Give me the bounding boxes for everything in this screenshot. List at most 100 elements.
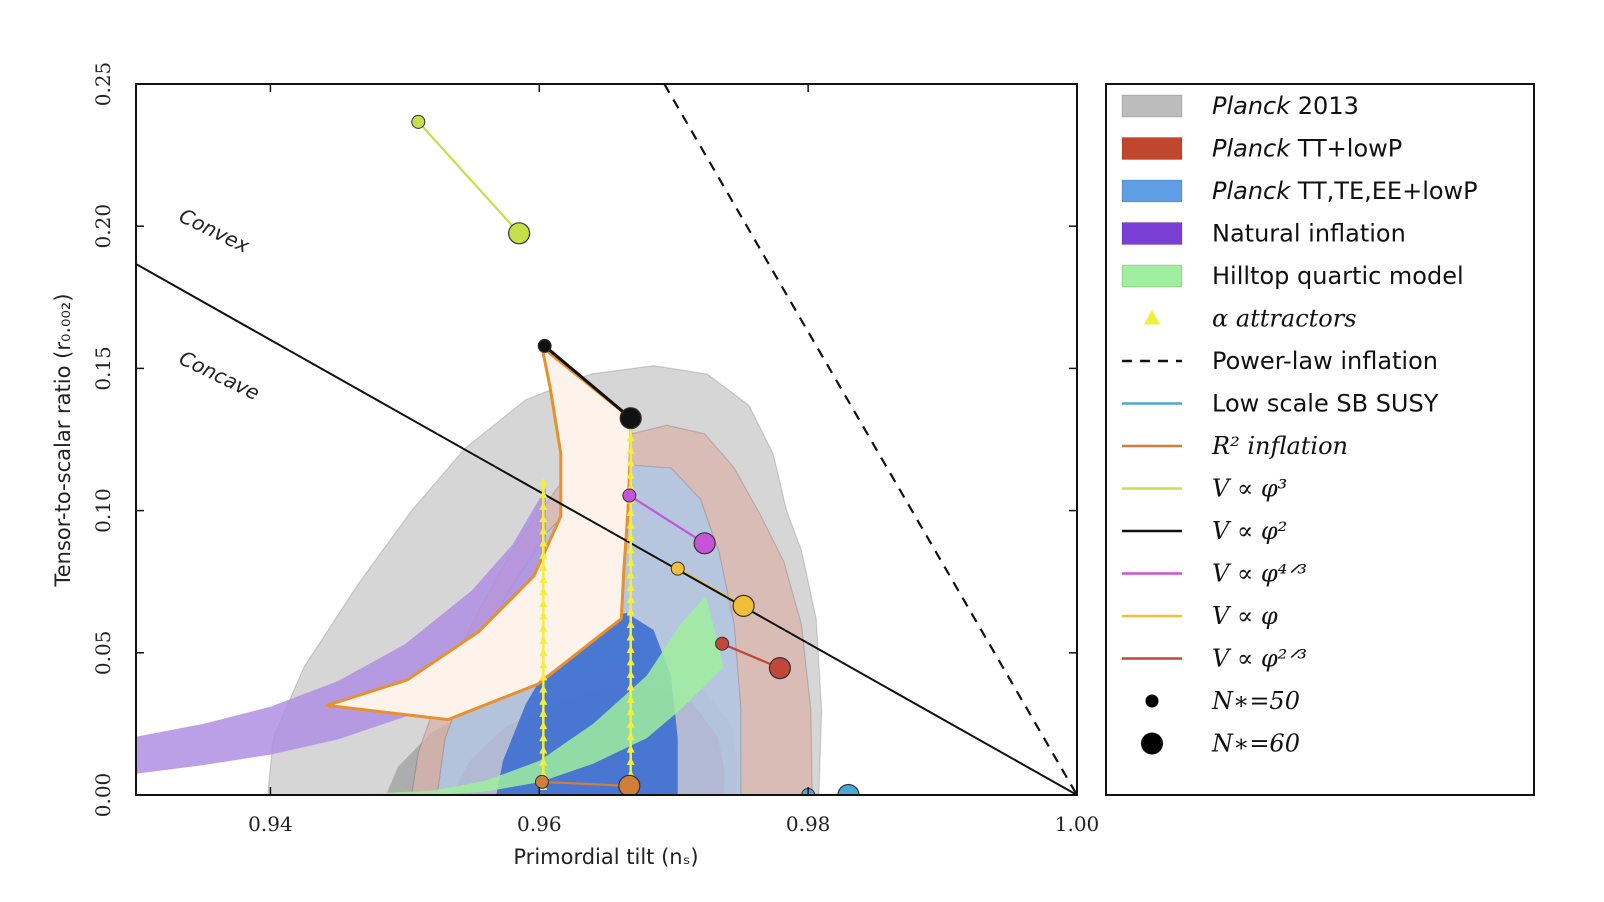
point-phi43-n60 xyxy=(693,532,716,555)
legend-item-alpha: α attractors xyxy=(1144,305,1357,333)
x-tick-label: 0.94 xyxy=(248,812,293,836)
alpha-triangle xyxy=(539,502,548,511)
alpha-triangle xyxy=(626,532,635,541)
alpha-triangle xyxy=(626,644,635,653)
alpha-triangle xyxy=(539,721,548,730)
line-phi2 xyxy=(543,344,632,420)
alpha-triangle xyxy=(539,611,548,620)
point-phi2-n60 xyxy=(619,407,642,430)
legend-item-phi2: V ∝ φ² xyxy=(1122,517,1287,545)
y-tick-label: 0.00 xyxy=(91,773,115,818)
alpha-triangle xyxy=(539,623,548,632)
legend-item-n60: N∗=60 xyxy=(1141,730,1300,758)
alpha-triangle xyxy=(539,696,548,705)
region-hilltop xyxy=(337,595,724,795)
point-r2-n60 xyxy=(618,774,641,795)
alpha-triangle xyxy=(539,587,548,596)
legend-item-natural: Natural inflation xyxy=(1121,220,1406,248)
alpha-triangle xyxy=(539,672,548,681)
alpha-triangle xyxy=(539,575,548,584)
alpha-triangle xyxy=(539,489,548,498)
alpha-triangle xyxy=(626,520,635,529)
legend-label: N∗=60 xyxy=(1211,730,1300,758)
alpha-triangle xyxy=(626,682,635,691)
legend-item-n50: N∗=50 xyxy=(1145,687,1300,715)
alpha-triangle xyxy=(626,470,635,479)
alpha-triangle xyxy=(626,620,635,629)
legend-label: V ∝ φ²ᐟ³ xyxy=(1212,645,1307,673)
alpha-triangle xyxy=(626,719,635,728)
alpha-triangle xyxy=(539,514,548,523)
alpha-triangle xyxy=(626,732,635,741)
legend-label: α attractors xyxy=(1212,305,1357,333)
line-r2 xyxy=(541,780,630,787)
alpha-triangle xyxy=(539,635,548,644)
alpha-triangle xyxy=(539,757,548,766)
y-tick-label: 0.05 xyxy=(91,631,115,676)
line-convexity xyxy=(136,263,1077,795)
alpha-triangle xyxy=(626,433,635,442)
region-natural xyxy=(136,487,546,774)
point-phi23-n60 xyxy=(768,657,792,680)
plot-area xyxy=(136,84,1077,795)
alpha-triangle xyxy=(539,538,548,547)
alpha-triangle xyxy=(539,733,548,742)
line-phi3 xyxy=(417,121,520,235)
legend-item-phi1: V ∝ φ xyxy=(1122,602,1278,630)
alpha-triangle xyxy=(539,660,548,669)
legend-label: V ∝ φ² xyxy=(1212,517,1287,545)
alpha-triangle xyxy=(539,526,548,535)
point-phi2-n50 xyxy=(537,338,552,353)
alpha-triangle xyxy=(626,694,635,703)
legend-item-powerlaw: Power-law inflation xyxy=(1122,347,1438,375)
legend-swatch xyxy=(1121,222,1183,245)
alpha-triangle xyxy=(539,708,548,717)
alpha-triangle xyxy=(626,757,635,766)
legend-swatch xyxy=(1121,179,1183,203)
plot-frame xyxy=(135,83,1078,796)
alpha-triangle xyxy=(539,550,548,559)
legend-label: Power-law inflation xyxy=(1212,347,1438,375)
y-tick-label: 0.10 xyxy=(91,488,115,533)
point-phi3-n50 xyxy=(411,114,426,129)
x-axis-label: Primordial tilt (nₛ) xyxy=(513,845,698,869)
x-axis-ticks: 0.94 0.96 0.98 1.00 xyxy=(248,84,1099,836)
alpha-triangle xyxy=(626,582,635,591)
legend-item-planck_ttteee: Planck TT,TE,EE+lowP xyxy=(1121,177,1478,205)
legend-triangle xyxy=(1144,309,1160,325)
y-axis-label: Tensor-to-scalar ratio (r₀.₀₀₂) xyxy=(51,293,75,587)
y-tick-label: 0.20 xyxy=(91,204,115,249)
alpha-triangle xyxy=(539,684,548,693)
legend-label: Planck TT,TE,EE+lowP xyxy=(1212,177,1478,205)
legend-small-dot xyxy=(1145,694,1159,708)
alpha-triangle xyxy=(626,507,635,516)
legend-item-planck_tt: Planck TT+lowP xyxy=(1121,135,1402,163)
alpha-triangle xyxy=(626,595,635,604)
legend-swatch xyxy=(1121,137,1183,160)
line-phi43 xyxy=(628,494,706,545)
legend-item-r2: R² inflation xyxy=(1122,432,1348,460)
legend-label: Planck 2013 xyxy=(1212,92,1359,120)
alpha-triangle xyxy=(626,445,635,454)
legend-label: Low scale SB SUSY xyxy=(1212,390,1439,418)
legend-item-phi43: V ∝ φ⁴ᐟ³ xyxy=(1122,560,1307,588)
point-phi23-n50 xyxy=(715,636,730,651)
y-tick-label: 0.25 xyxy=(91,62,115,107)
line-powerlaw xyxy=(663,84,1077,795)
concave-annotation: Concave xyxy=(175,346,263,405)
legend-big-dot xyxy=(1141,732,1163,755)
alpha-triangle xyxy=(626,557,635,566)
alpha-triangle xyxy=(539,562,548,571)
point-r2-n50 xyxy=(534,774,549,789)
y-axis-ticks: 0.00 0.05 0.10 0.15 0.20 0.25 xyxy=(91,62,1077,818)
alpha-triangle xyxy=(626,632,635,641)
model-endpoints xyxy=(411,114,860,795)
y-tick-label: 0.15 xyxy=(91,346,115,391)
alpha-triangle xyxy=(626,545,635,554)
legend: Planck 2013 Planck TT+lowP Planck TT,TE,EE… xyxy=(1105,83,1535,796)
alpha-triangle xyxy=(539,599,548,608)
point-phi1-n60 xyxy=(732,594,755,617)
alpha-triangle xyxy=(539,477,548,486)
alpha-triangle xyxy=(626,707,635,716)
x-tick-label: 0.98 xyxy=(786,812,831,836)
